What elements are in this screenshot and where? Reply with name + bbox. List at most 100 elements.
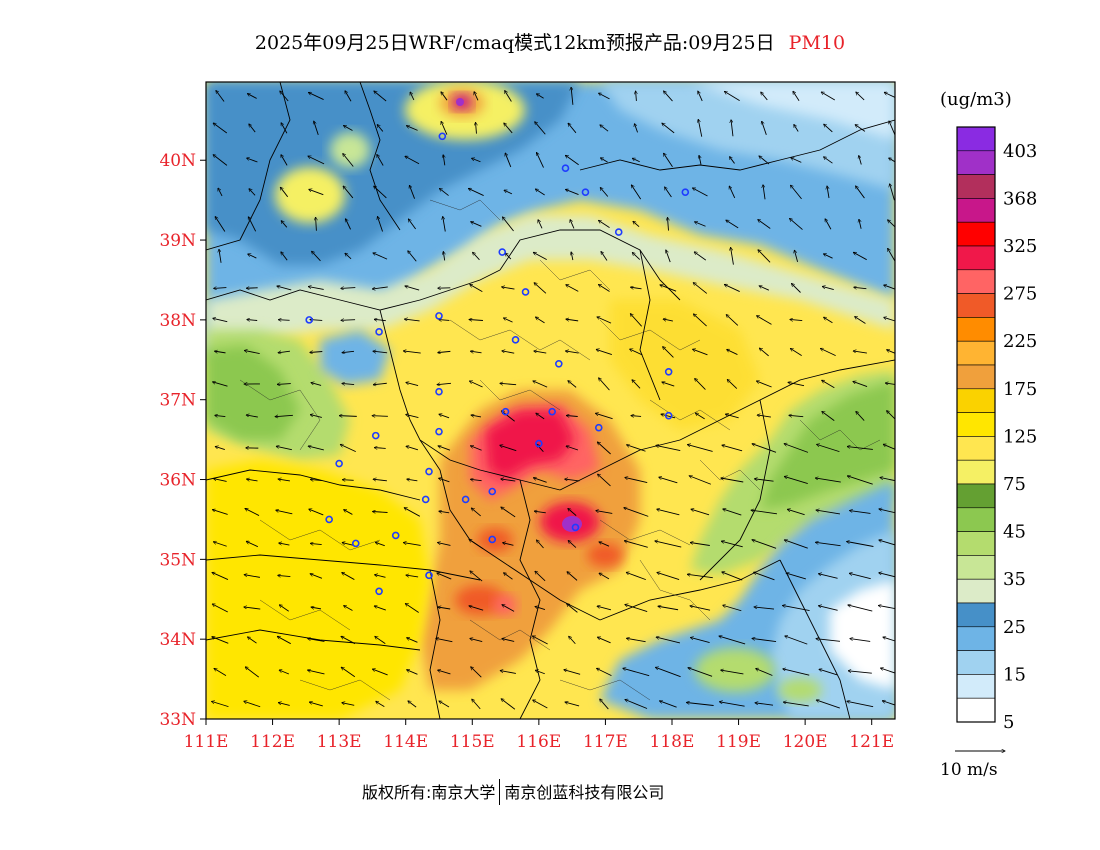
- wind-arrow: [790, 185, 802, 200]
- wind-arrow: [404, 319, 420, 322]
- title-variable: PM10: [788, 32, 846, 54]
- wind-arrow: [470, 351, 482, 353]
- wind-arrow: [723, 605, 742, 612]
- wind-arrow: [373, 383, 387, 384]
- legend-swatch: [956, 150, 996, 175]
- wind-arrow: [719, 636, 746, 645]
- legend-label: 225: [1003, 331, 1037, 352]
- station-marker: [548, 407, 556, 416]
- wind-arrow: [535, 571, 546, 582]
- wind-arrow: [564, 670, 581, 675]
- wind-arrow: [409, 185, 416, 199]
- wind-arrow: [501, 507, 516, 518]
- wind-arrow: [310, 574, 323, 579]
- wind-arrow: [310, 415, 322, 418]
- wind-arrow: [890, 184, 895, 201]
- wind-arrow: [599, 542, 610, 547]
- wind-arrow: [214, 288, 227, 289]
- legend-label: 5: [1003, 712, 1014, 733]
- wind-arrow: [244, 701, 261, 708]
- wind-arrow: [505, 253, 512, 260]
- station-marker: [664, 411, 673, 420]
- wind-arrow: [662, 382, 675, 387]
- station-marker: [435, 427, 443, 436]
- wind-arrow: [279, 543, 290, 546]
- wind-arrow: [215, 446, 225, 450]
- legend-swatch: [956, 483, 996, 509]
- wind-arrow: [859, 219, 862, 229]
- wind-arrow: [534, 351, 547, 354]
- station-marker: [425, 467, 433, 476]
- wind-arrow: [625, 477, 648, 483]
- wind-arrow: [757, 415, 771, 418]
- wind-arrow: [503, 318, 513, 323]
- legend-swatch: [956, 674, 996, 699]
- wind-arrow: [758, 250, 771, 263]
- wind-arrow: [377, 155, 384, 166]
- wind-arrow: [441, 121, 448, 135]
- wind-arrow: [408, 251, 417, 262]
- wind-arrow: [374, 186, 387, 199]
- wind-arrow: [405, 156, 420, 165]
- lon-tick-label: 121E: [849, 732, 894, 752]
- wind-arrow: [665, 187, 672, 198]
- wind-arrow: [375, 542, 385, 547]
- map-title: 2025年09月25日WRF/cmaq模式12km预报产品:09月25日 PM10: [0, 28, 1100, 55]
- station-marker: [681, 188, 690, 196]
- station-marker: [555, 359, 563, 368]
- wind-arrow: [823, 254, 833, 259]
- wind-arrow: [374, 91, 387, 102]
- station-marker: [488, 487, 497, 496]
- wind-arrow: [731, 120, 734, 137]
- wind-arrow: [782, 605, 810, 611]
- wind-arrow: [883, 444, 895, 450]
- wind-arrow: [824, 317, 833, 324]
- wind-arrow: [598, 285, 610, 292]
- legend-swatch: [956, 340, 996, 366]
- wind-arrow: [310, 351, 323, 352]
- wind-arrow: [443, 252, 444, 261]
- wind-arrow: [476, 122, 477, 134]
- wind-arrow: [623, 668, 650, 677]
- wind-arrow: [470, 479, 482, 480]
- wind-arrow: [595, 413, 613, 420]
- wind-arrow: [853, 381, 868, 387]
- wind-arrow: [373, 253, 388, 260]
- lat-tick-label: 37N: [159, 391, 196, 411]
- wind-arrow: [754, 479, 774, 482]
- wind-arrow: [533, 478, 547, 483]
- wind-arrow: [372, 512, 388, 513]
- wind-arrow: [469, 381, 483, 388]
- station-marker: [375, 328, 383, 336]
- wind-arrow: [568, 123, 577, 134]
- station-marker: [511, 336, 520, 344]
- wind-arrow: [597, 668, 612, 677]
- wind-arrow: [565, 351, 579, 354]
- wind-arrow: [373, 479, 387, 481]
- station-marker: [425, 571, 433, 580]
- wind-arrow: [213, 542, 227, 547]
- wind-arrow: [569, 636, 576, 645]
- wind-arrow: [473, 252, 480, 261]
- station-marker: [325, 515, 333, 524]
- legend-label: 35: [1003, 569, 1026, 590]
- wind-reference-label: 10 m/s: [940, 760, 998, 780]
- wind-arrow: [817, 444, 840, 453]
- wind-arrow: [850, 639, 871, 642]
- wind-arrow: [794, 125, 799, 132]
- wind-arrow: [345, 219, 351, 230]
- wind-arrow: [662, 123, 675, 134]
- wind-arrow: [275, 415, 293, 416]
- wind-arrow: [245, 667, 260, 678]
- station-marker: [335, 459, 343, 468]
- wind-arrow: [632, 252, 641, 260]
- wind-arrow: [406, 126, 418, 131]
- wind-arrow: [849, 573, 871, 580]
- station-marker: [664, 367, 673, 376]
- wind-arrow: [596, 349, 612, 356]
- wind-arrow: [698, 119, 703, 137]
- copyright-footer: 版权所有:南京大学 南京创蓝科技有限公司: [362, 779, 664, 805]
- legend-swatch: [956, 459, 996, 485]
- wind-arrow: [568, 381, 577, 388]
- lon-tick-label: 119E: [716, 732, 761, 752]
